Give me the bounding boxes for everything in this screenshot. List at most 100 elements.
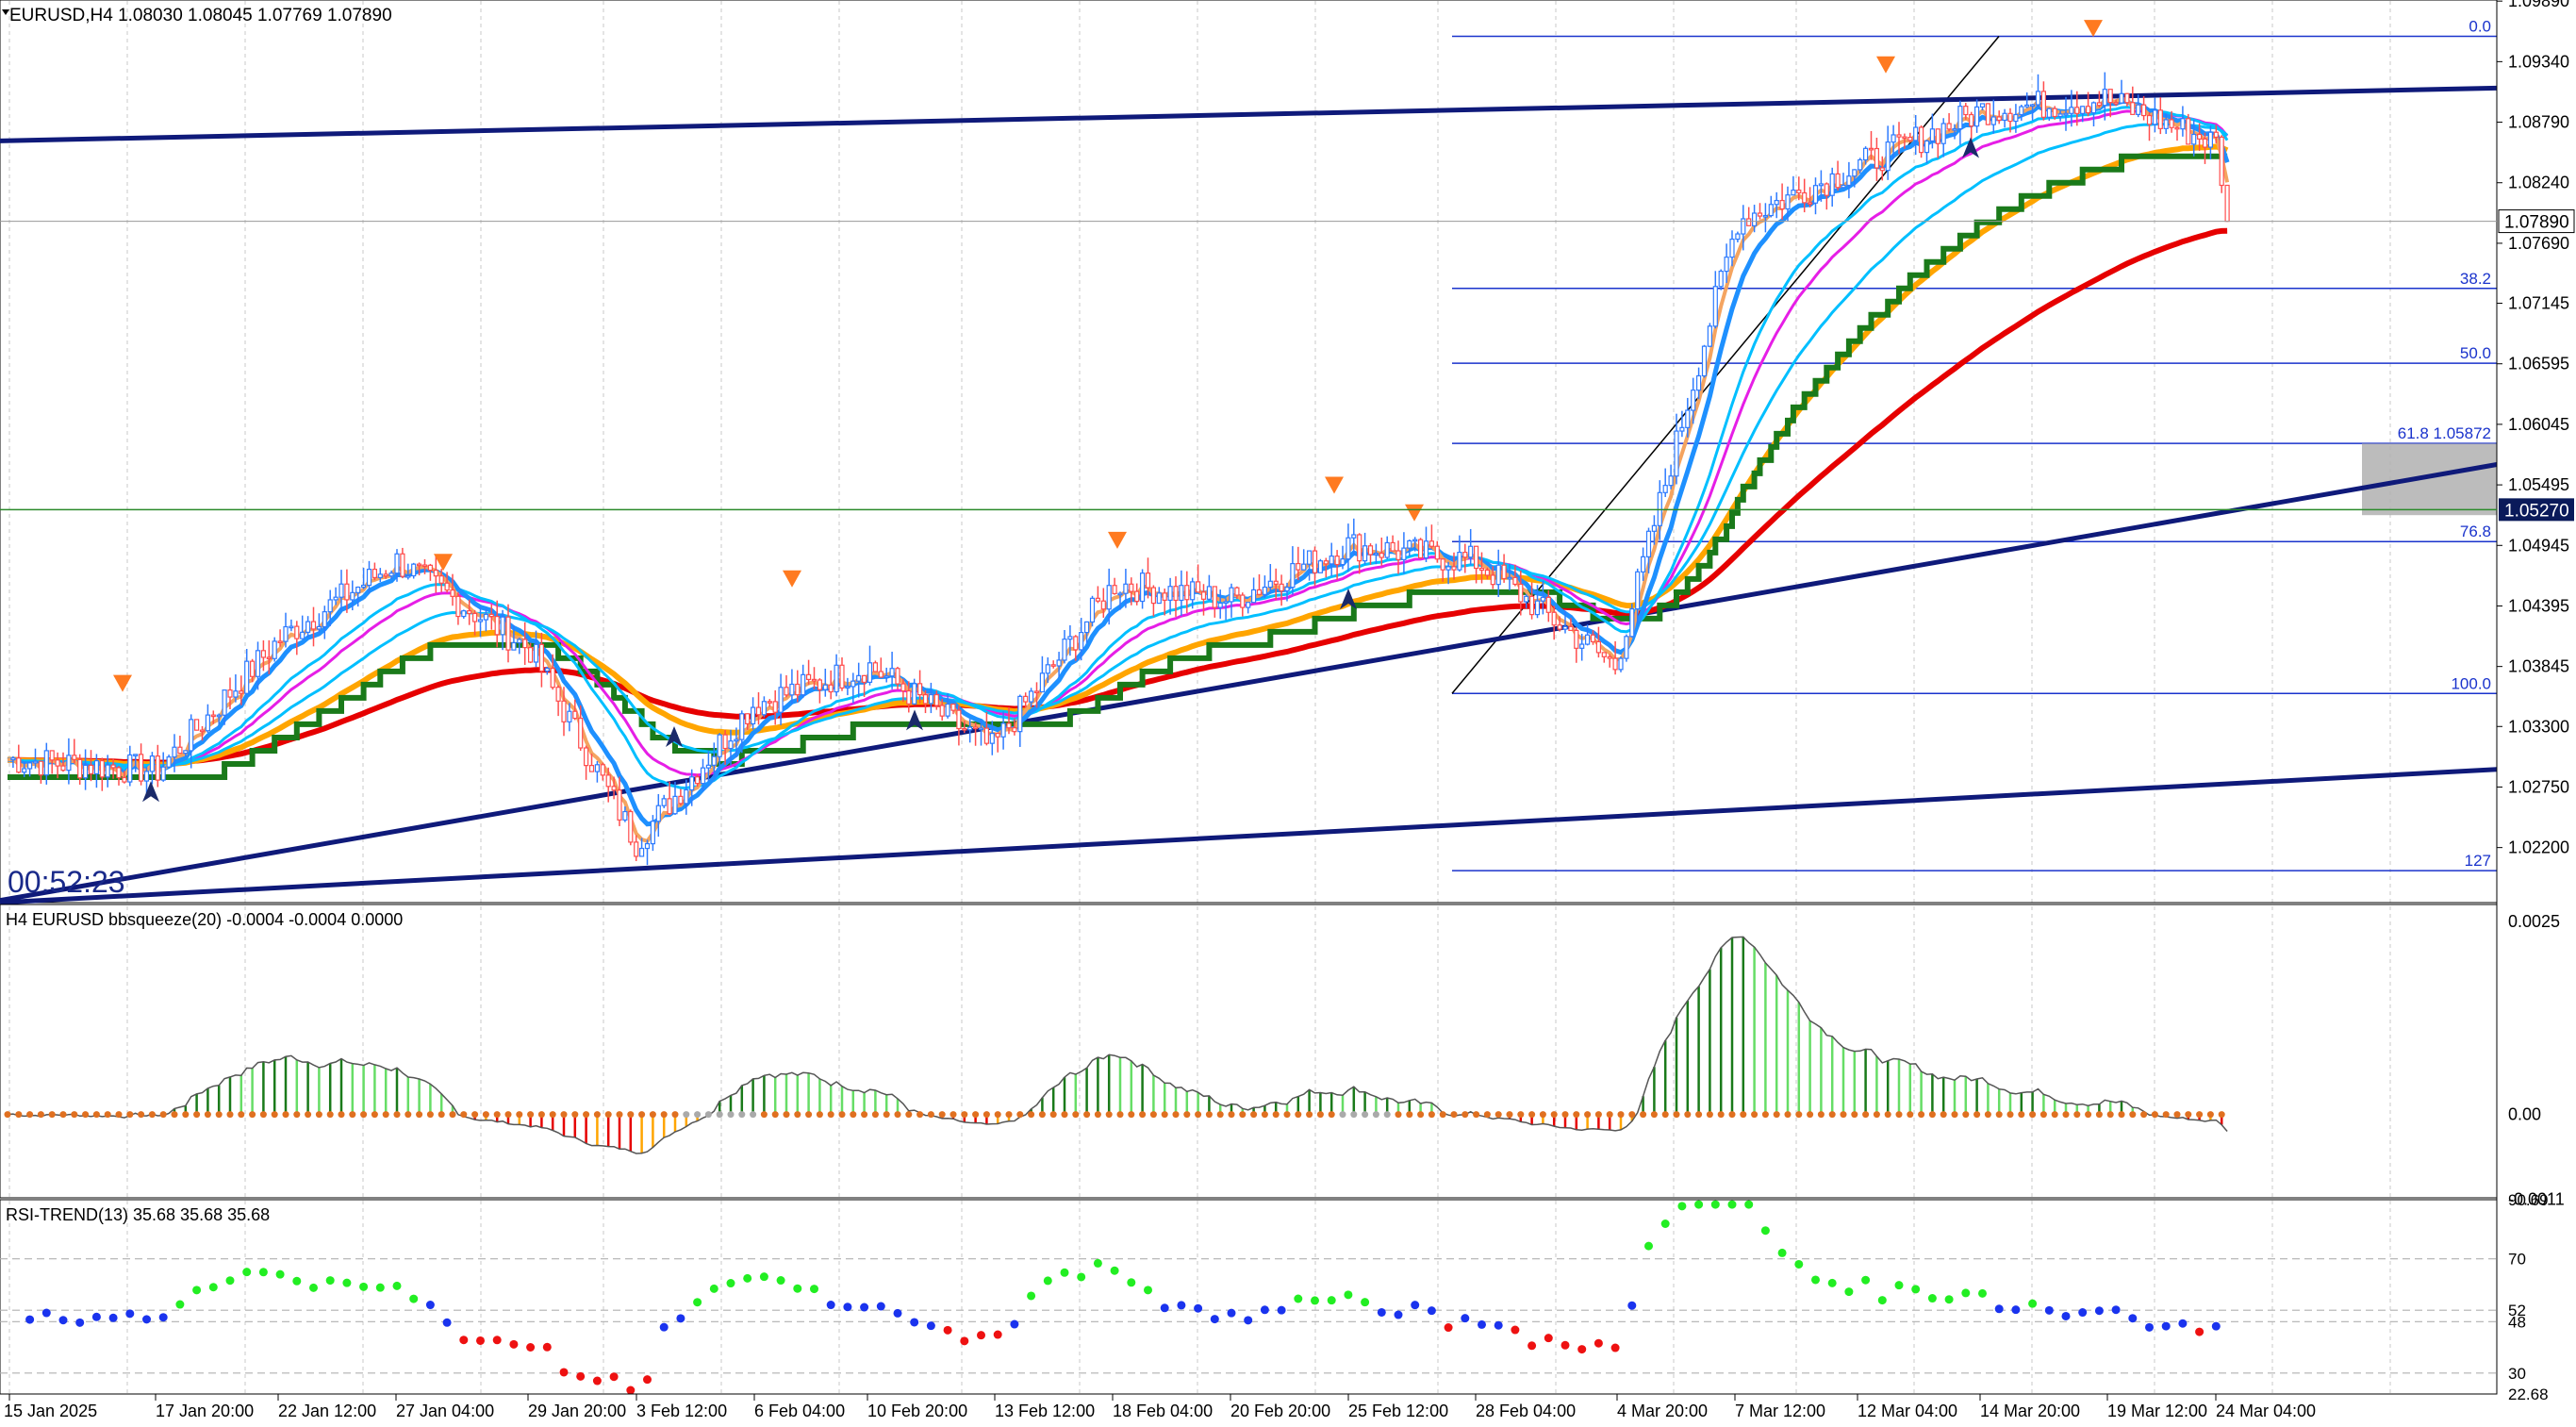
candle-body — [2146, 114, 2153, 125]
candle-body — [822, 684, 828, 690]
candle-body — [1946, 123, 1952, 130]
candle-body — [1624, 636, 1629, 659]
price-axis[interactable]: 1.09890 1.09340 1.08790 1.08240 1.07690 1.071… — [0, 0, 2575, 1394]
squeeze-dot — [861, 1111, 868, 1119]
candle-body — [711, 755, 717, 766]
candle-body — [316, 625, 322, 630]
candle-body — [1184, 585, 1190, 601]
candle-body — [417, 563, 422, 567]
candle-body — [912, 683, 917, 705]
candle-body — [210, 714, 216, 718]
rsi-trend-panel[interactable]: RSI-TREND(13) 35.68 35.68 35.68 — [0, 1199, 2498, 1395]
candle-body — [522, 639, 528, 649]
time-tick-label: 25 Feb 12:00 — [1348, 1402, 1448, 1420]
squeeze-dot — [504, 1111, 512, 1119]
squeeze-dot — [738, 1111, 746, 1119]
candle-body — [1390, 541, 1395, 552]
candle-body — [1735, 233, 1741, 241]
squeeze-dot — [1473, 1111, 1480, 1119]
squeeze-dot — [527, 1111, 535, 1119]
candle-body — [739, 713, 745, 740]
candle-body — [1440, 558, 1445, 571]
candle-body — [127, 754, 133, 783]
candle-body — [1724, 257, 1729, 273]
rsi-dot — [192, 1286, 202, 1295]
candle-body — [1751, 212, 1758, 226]
candle-body — [1312, 550, 1318, 573]
rsi-dot — [1411, 1301, 1420, 1310]
candle-body — [1106, 585, 1112, 610]
squeeze-dot — [326, 1111, 334, 1119]
rsi-dot — [476, 1336, 485, 1345]
rsi-dot — [1827, 1278, 1837, 1287]
candle-body — [1100, 600, 1106, 610]
menu-dropdown-icon[interactable] — [2, 9, 9, 15]
candle-body — [1250, 589, 1257, 604]
candle-body — [1246, 602, 1251, 608]
candle-body — [916, 683, 923, 696]
squeeze-dot — [1684, 1111, 1692, 1119]
candle-body — [1640, 556, 1646, 572]
candle-body — [1267, 580, 1273, 589]
ema-slow-line — [7, 122, 2229, 768]
candle-body — [1167, 586, 1173, 601]
candle-body — [227, 689, 233, 698]
candle-body — [856, 674, 862, 682]
candle-body — [1902, 136, 1907, 140]
rsi-dot — [1978, 1288, 1987, 1298]
squeeze-dot — [1005, 1111, 1013, 1119]
squeeze-dot — [48, 1111, 56, 1119]
candle-body — [2086, 106, 2091, 114]
squeeze-dot — [604, 1111, 612, 1119]
squeeze-dot — [1028, 1111, 1035, 1119]
price-tick-label: 1.08790 — [2508, 113, 2569, 132]
price-panel[interactable]: 0.0 38.2 50.0 61.8 1.05872 76.8 100.0 127 EURU… — [0, 0, 2498, 905]
squeeze-dot — [1973, 1111, 1981, 1119]
fibonacci-levels[interactable]: 0.0 38.2 50.0 61.8 1.05872 76.8 100.0 127 — [1451, 18, 2497, 871]
candle-body — [494, 615, 500, 636]
candle-body — [339, 583, 344, 598]
rsi-dot — [726, 1279, 735, 1288]
candle-body — [16, 757, 22, 773]
rsi-dot — [626, 1386, 636, 1395]
candle-body — [289, 625, 294, 629]
candle-body — [72, 755, 77, 760]
squeeze-dot — [2151, 1111, 2158, 1119]
candle-body — [1852, 169, 1858, 177]
squeeze-dot — [760, 1111, 768, 1119]
squeeze-dot — [493, 1111, 501, 1119]
candle-body — [2163, 119, 2169, 129]
rsi-dot — [1144, 1286, 1152, 1295]
rsi-dot — [1277, 1305, 1286, 1315]
rsi-dot — [75, 1318, 85, 1327]
trend-lines[interactable] — [0, 85, 2498, 905]
candle-body — [511, 641, 517, 651]
candlesticks[interactable] — [10, 72, 2230, 866]
candle-body — [2035, 91, 2041, 106]
rsi-dot — [292, 1276, 302, 1286]
candle-body — [1791, 190, 1796, 196]
rsi-dot — [258, 1268, 268, 1277]
time-tick-label: 20 Feb 20:00 — [1230, 1402, 1330, 1420]
candle-body — [811, 678, 817, 682]
buy-signal-arrow — [666, 725, 683, 747]
bbsqueeze-tick-label: -0.0011 — [2508, 1190, 2565, 1209]
candle-body — [995, 732, 1000, 738]
rsi-dot — [1194, 1303, 1203, 1313]
candle-body — [477, 619, 484, 622]
candle-body — [1495, 564, 1501, 586]
rsi-dot — [225, 1276, 235, 1286]
candle-body — [1534, 600, 1541, 616]
candle-body — [149, 755, 155, 772]
candle-body — [2213, 131, 2219, 139]
time-axis[interactable]: 15 Jan 2025 17 Jan 20:00 22 Jan 12:00 27 Ja… — [0, 1393, 2497, 1420]
bbsqueeze-panel[interactable]: H4 EURUSD bbsqueeze(20) -0.0004 -0.0004 … — [0, 904, 2498, 1199]
candle-body — [1134, 590, 1140, 603]
candle-body — [1067, 636, 1073, 640]
rsi-dot — [1794, 1259, 1804, 1269]
candle-body — [1190, 581, 1196, 601]
candle-body — [2169, 119, 2174, 128]
